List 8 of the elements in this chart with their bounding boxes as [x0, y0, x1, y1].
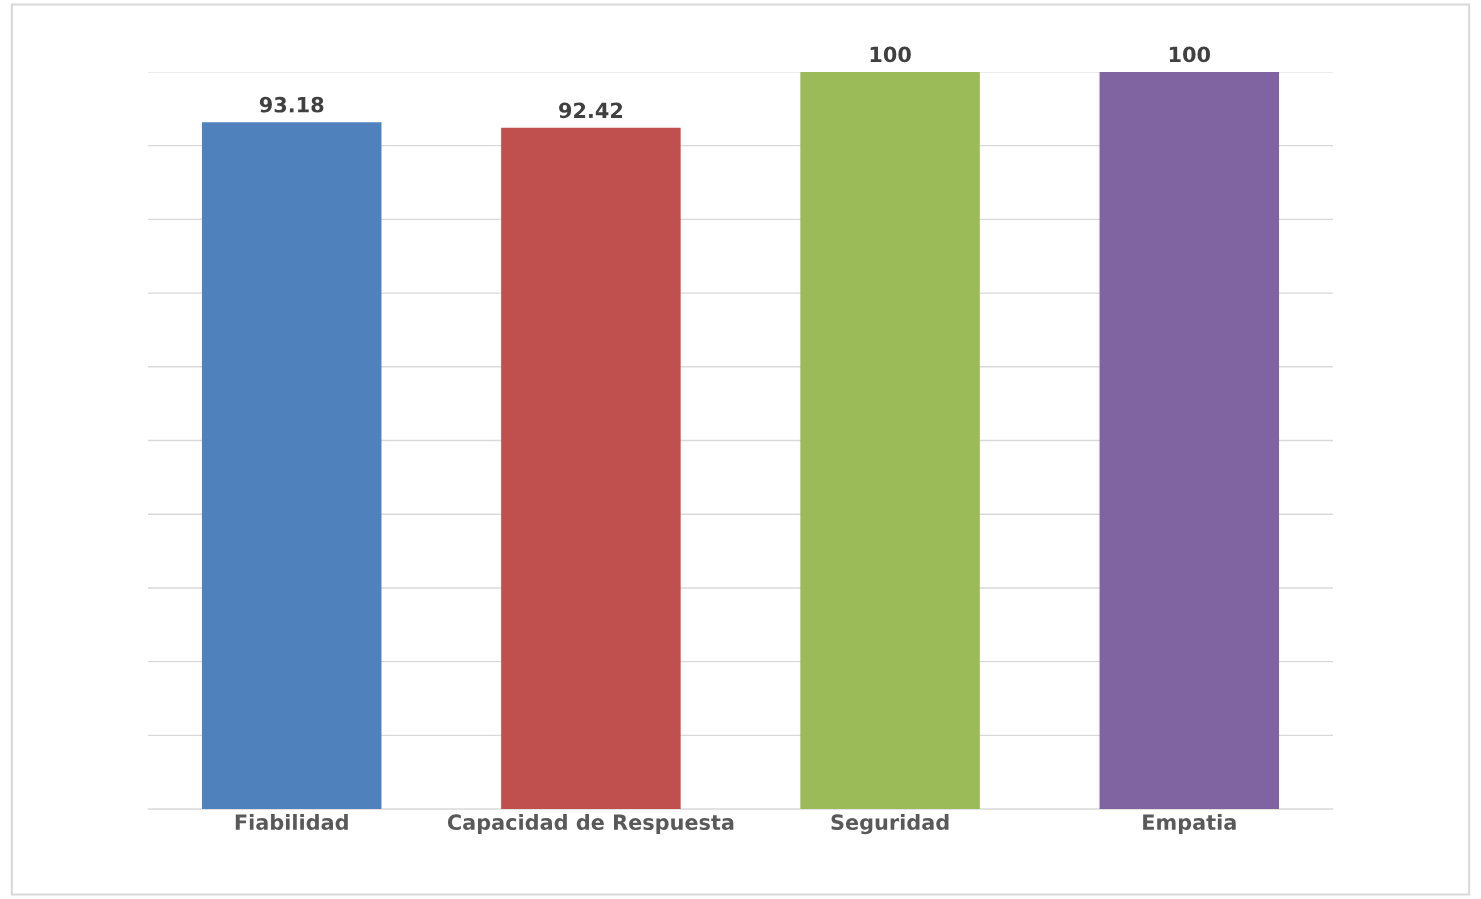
data-label: 100	[870, 46, 911, 63]
x-tick-label: Capacidad de Respuesta	[447, 813, 734, 835]
x-tick-label: Seguridad	[831, 813, 949, 835]
data-label: 92.42	[559, 102, 623, 119]
x-tick-label: Empatia	[1143, 813, 1236, 835]
data-label: 93.18	[259, 96, 324, 113]
data-label: 100	[1169, 46, 1211, 63]
x-tick-label: Fiabilidad	[235, 813, 348, 831]
